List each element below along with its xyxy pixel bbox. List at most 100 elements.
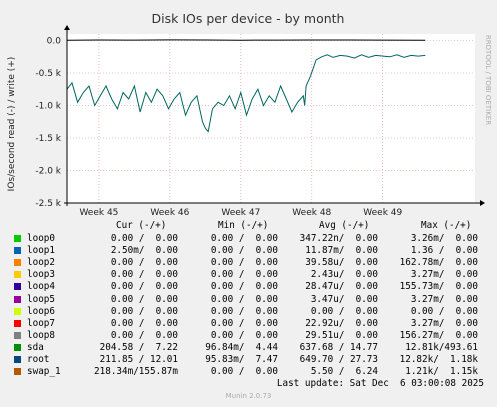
- legend-value-max: 1.21k/ 1.15k: [405, 366, 478, 378]
- legend-name: loop3: [27, 269, 55, 281]
- legend-name: loop0: [27, 233, 55, 244]
- legend-value-avg: 28.47u/ 0.00: [305, 281, 378, 293]
- series: [66, 39, 426, 133]
- legend-row: loop5 0.00 / 0.00 0.00 / 0.00 3.47u/ 0.00 3.…: [0, 294, 497, 306]
- legend-value-cur: 218.34m/155.87m: [94, 366, 178, 378]
- x-tick-label: Week 46: [150, 208, 189, 218]
- legend-value-max: 3.27m/ 0.00: [410, 317, 478, 329]
- legend-value-cur: 2.50m/ 0.00: [110, 245, 178, 257]
- legend-swatch: [14, 356, 21, 363]
- legend-value-min: 96.84m/ 4.44: [205, 341, 278, 353]
- legend-value-cur: 0.00 / 0.00: [110, 293, 178, 305]
- legend-row: loop1 2.50m/ 0.00 0.00 / 0.00 11.87m/ 0.00 1…: [0, 245, 497, 257]
- legend-value-cur: 204.58 / 7.22: [99, 341, 178, 353]
- legend-value-min: 95.83m/ 7.47: [205, 354, 278, 365]
- legend-row: loop7 0.00 / 0.00 0.00 / 0.00 22.92u/ 0.00 3…: [0, 318, 497, 330]
- legend-value-min: 0.00 / 0.00: [210, 317, 278, 329]
- legend-swatch: [14, 259, 21, 267]
- legend-value-min: 0.00 / 0.00: [210, 269, 278, 281]
- x-axis-arrow: [480, 200, 485, 206]
- plot-area: [67, 34, 475, 203]
- legend-value-max: 155.73m/ 0.00: [399, 281, 478, 293]
- y-tick-label: -2.5 k: [35, 199, 61, 209]
- legend-row: loop3 0.00 / 0.00 0.00 / 0.00 2.43u/ 0.00 3.…: [0, 269, 497, 281]
- legend-swatch: [14, 307, 21, 315]
- legend-row: sda 204.58 / 7.22 96.84m/ 4.44 637.68 / 14.…: [0, 342, 497, 354]
- legend-row: loop2 0.00 / 0.00 0.00 / 0.00 39.58u/ 0.00 1…: [0, 257, 497, 269]
- legend-swatch: [14, 295, 21, 303]
- x-tick-label: Week 48: [292, 208, 331, 218]
- legend-value-cur: 0.00 / 0.00: [110, 329, 178, 341]
- legend-row: loop8 0.00 / 0.00 0.00 / 0.00 29.51u/ 0.00 1…: [0, 330, 497, 342]
- legend-header-cur: Cur (-/+): [116, 220, 167, 231]
- legend-value-min: 0.00 / 0.00: [210, 257, 278, 269]
- legend-swatch: [14, 319, 21, 327]
- legend-swatch: [14, 343, 21, 351]
- legend-row: root 211.85 / 12.01 95.83m/ 7.47 649.70 / 2…: [0, 354, 497, 366]
- y-axis-label: IOs/second read (-) / write (+): [7, 57, 17, 192]
- x-tick-label: Week 49: [363, 208, 402, 218]
- legend-value-min: 0.00 / 0.00: [210, 293, 278, 305]
- y-tick-label: 0.0: [47, 37, 62, 47]
- y-tick-label: -1.5 k: [35, 134, 61, 144]
- legend-value-max: 3.27m/ 0.00: [410, 293, 478, 305]
- legend-value-min: 0.00 / 0.00: [210, 245, 278, 257]
- legend-value-avg: 29.51u/ 0.00: [305, 329, 378, 341]
- legend-row: loop4 0.00 / 0.00 0.00 / 0.00 28.47u/ 0.00 1…: [0, 281, 497, 293]
- legend-name: sda: [27, 341, 44, 353]
- legend-value-max: 0.00 / 0.00: [410, 305, 478, 317]
- legend-name: loop5: [27, 293, 55, 305]
- legend-value-max: 12.82k/ 1.18k: [399, 354, 478, 365]
- legend-row: loop0 0.00 / 0.00 0.00 / 0.00 347.22n/ 0.00…: [0, 233, 497, 245]
- legend-value-avg: 39.58u/ 0.00: [305, 257, 378, 269]
- legend-header-avg: Avg (-/+): [319, 220, 370, 231]
- legend-name: loop1: [27, 245, 55, 257]
- legend-header-max: Max (-/+): [421, 220, 472, 231]
- chart: Disk IOs per device - by month IOs/secon…: [7, 11, 492, 218]
- legend-swatch: [14, 271, 21, 279]
- legend-value-cur: 0.00 / 0.00: [110, 269, 178, 281]
- y-axis-arrow: [64, 25, 70, 30]
- side-label: RRDTOOL / TOBI OETIKER: [484, 35, 492, 125]
- legend-value-avg: 649.70 / 27.73: [299, 354, 378, 365]
- y-ticks: 0.0 -0.5 k -1.0 k -1.5 k -2.0 k -2.5 k: [35, 37, 61, 210]
- chart-title: Disk IOs per device - by month: [152, 11, 345, 26]
- legend-name: loop8: [27, 329, 55, 341]
- legend-value-min: 0.00 / 0.00: [210, 281, 278, 293]
- legend-name: root: [27, 354, 50, 365]
- legend-value-avg: 11.87m/ 0.00: [305, 245, 378, 257]
- legend-value-cur: 0.00 / 0.00: [110, 233, 178, 244]
- legend-name: loop7: [27, 317, 55, 329]
- legend-value-cur: 0.00 / 0.00: [110, 281, 178, 293]
- last-update: Last update: Sat Dec 6 03:00:08 2025: [276, 378, 484, 389]
- legend-row: swap_1 218.34m/155.87m 0.00 / 0.00 5.50 / 6…: [0, 366, 497, 378]
- legend-value-max: 3.26m/ 0.00: [410, 233, 478, 244]
- y-tick-label: -0.5 k: [35, 69, 61, 79]
- grid: [67, 34, 475, 204]
- legend-value-avg: 3.47u/ 0.00: [310, 293, 378, 305]
- legend-value-max: 1.36 / 0.00: [410, 245, 478, 257]
- legend-value-max: 12.81k/493.61: [405, 341, 478, 353]
- legend-value-min: 0.00 / 0.00: [210, 305, 278, 317]
- y-tick-label: -2.0 k: [35, 167, 61, 177]
- legend-value-cur: 0.00 / 0.00: [110, 317, 178, 329]
- legend-value-avg: 347.22n/ 0.00: [299, 233, 378, 244]
- legend-value-avg: 637.68 / 14.77: [299, 341, 378, 353]
- legend-value-min: 0.00 / 0.00: [210, 366, 278, 378]
- legend-value-max: 162.78m/ 0.00: [399, 257, 478, 269]
- legend-row: loop6 0.00 / 0.00 0.00 / 0.00 0.00 / 0.00 0.…: [0, 306, 497, 318]
- legend-swatch: [14, 368, 21, 376]
- x-tick-label: Week 47: [221, 208, 260, 218]
- legend-name: loop4: [27, 281, 55, 293]
- legend-value-min: 0.00 / 0.00: [210, 329, 278, 341]
- series-line-sda: [66, 54, 426, 133]
- legend-value-max: 3.27m/ 0.00: [410, 269, 478, 281]
- legend-value-avg: 22.92u/ 0.00: [305, 317, 378, 329]
- legend-value-avg: 2.43u/ 0.00: [310, 269, 378, 281]
- x-ticks: Week 45 Week 46 Week 47 Week 48 Week 49: [79, 208, 402, 218]
- legend-value-avg: 5.50 / 6.24: [310, 366, 378, 378]
- legend-name: loop2: [27, 257, 55, 269]
- legend-swatch: [14, 235, 21, 242]
- legend-header-min: Min (-/+): [218, 220, 269, 231]
- legend-swatch: [14, 331, 21, 339]
